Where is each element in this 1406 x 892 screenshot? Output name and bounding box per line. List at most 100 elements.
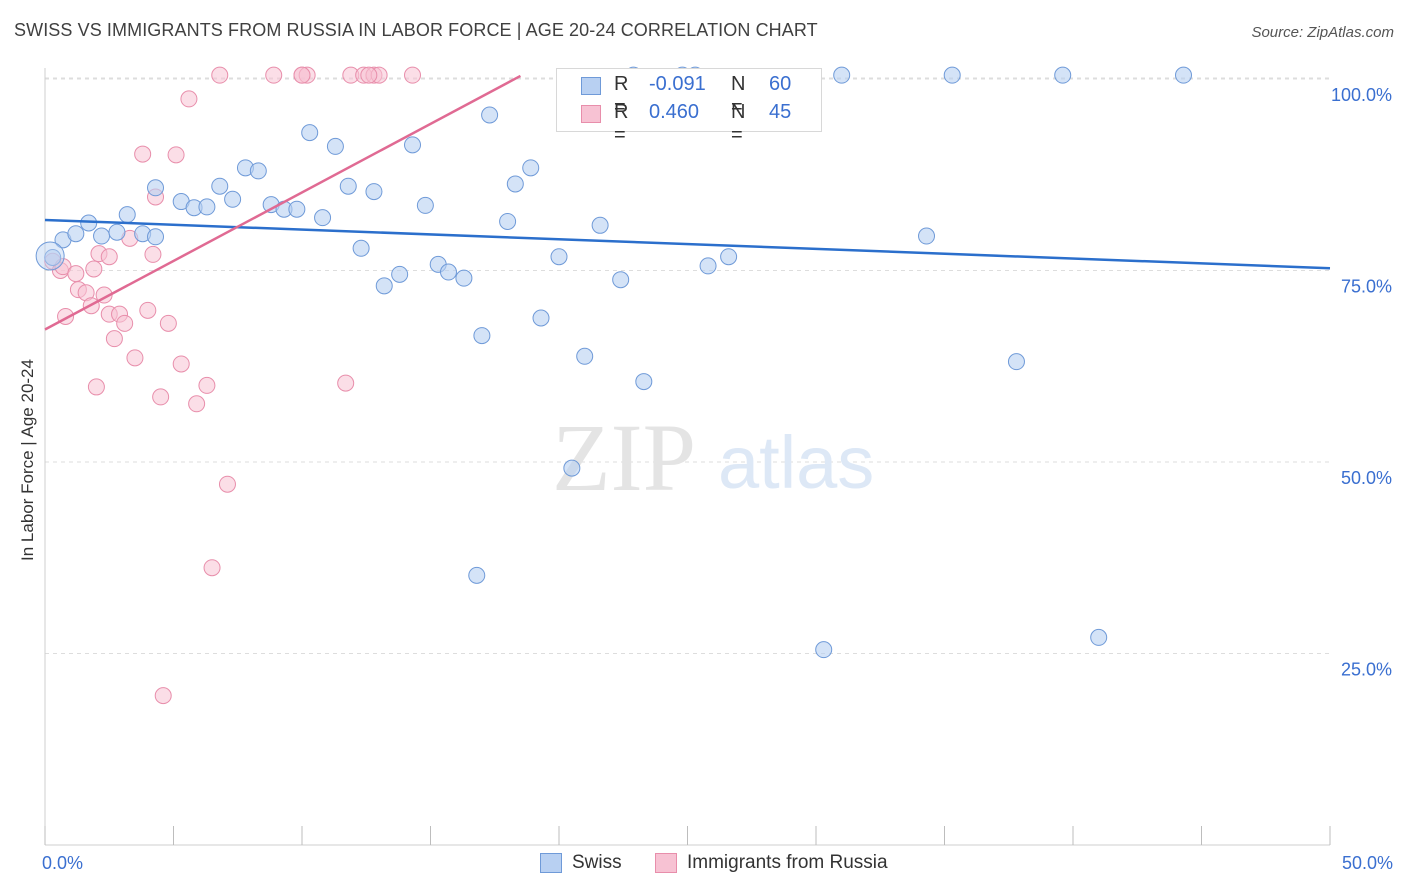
swiss-point (563, 459, 581, 477)
swiss-point (522, 159, 540, 177)
watermark: ZIP atlas (552, 404, 874, 511)
russia-point (265, 66, 283, 84)
trend-lines (44, 74, 1331, 331)
swiss-point (67, 225, 85, 243)
swiss-point (391, 265, 409, 283)
russia-point (188, 395, 206, 413)
watermark-atlas: atlas (718, 421, 874, 504)
swiss-point (314, 209, 332, 227)
russia-legend-label: Immigrants from Russia (687, 852, 888, 873)
russia-point (218, 475, 236, 493)
swiss-point (288, 200, 306, 218)
swiss-point (147, 179, 165, 197)
y-tick-label: 75.0% (1341, 277, 1392, 297)
russia-point (293, 66, 311, 84)
russia-point (67, 265, 85, 283)
axes (44, 68, 1331, 846)
swiss-legend-swatch (540, 853, 562, 873)
y-axis-label: In Labor Force | Age 20-24 (18, 359, 37, 561)
swiss-point (720, 248, 738, 266)
russia-point (172, 355, 190, 373)
tick-labels: 100.0% 75.0% 50.0% 25.0% 0.0% 50.0% (42, 85, 1393, 873)
swiss-point (352, 239, 370, 257)
russia-point (198, 376, 216, 394)
x-tick-label: 0.0% (42, 853, 83, 873)
swiss-point (1007, 353, 1025, 371)
swiss-point (44, 248, 62, 266)
swiss-point (468, 566, 486, 584)
russia-point (180, 90, 198, 108)
russia-point (152, 388, 170, 406)
swiss-point (918, 227, 936, 245)
swiss-point (1054, 66, 1072, 84)
swiss-point (439, 263, 457, 281)
swiss-point (455, 269, 473, 287)
swiss-point (506, 175, 524, 193)
russia-swatch (581, 105, 601, 123)
swiss-point (815, 641, 833, 659)
swiss-point (224, 190, 242, 208)
russia-point (144, 245, 162, 263)
source-credit: Source: ZipAtlas.com (1251, 24, 1394, 41)
russia-point (100, 248, 118, 266)
swiss-point (1175, 66, 1193, 84)
russia-point (139, 301, 157, 319)
russia-legend-swatch (655, 853, 677, 873)
r-value: -0.091 (649, 73, 706, 95)
n-label: N = (731, 73, 746, 118)
y-tick-label: 50.0% (1341, 468, 1392, 488)
r-value: 0.460 (649, 101, 700, 123)
chart-title: SWISS VS IMMIGRANTS FROM RUSSIA IN LABOR… (14, 20, 818, 40)
swiss-point (499, 212, 517, 230)
swiss-point (943, 66, 961, 84)
russia-point (337, 374, 355, 392)
russia-point (203, 559, 221, 577)
swiss-trend-line (44, 218, 1331, 270)
swiss-point (93, 227, 111, 245)
swiss-swatch (581, 77, 601, 95)
swiss-point (532, 309, 550, 327)
r-label: R = (614, 101, 629, 146)
russia-points (44, 66, 422, 705)
russia-trend-line (44, 74, 522, 331)
swiss-point (612, 271, 630, 289)
swiss-point (635, 373, 653, 391)
swiss-point (416, 196, 434, 214)
stats-legend: R = -0.091 N = 60 R = 0.460 N = 45 (556, 68, 822, 146)
russia-point (105, 330, 123, 348)
swiss-point (473, 327, 491, 345)
swiss-point (699, 257, 717, 275)
russia-point (134, 145, 152, 163)
swiss-point (550, 248, 568, 266)
watermark-zip: ZIP (552, 404, 696, 511)
russia-point (116, 314, 134, 332)
swiss-point (375, 277, 393, 295)
russia-point (404, 66, 422, 84)
swiss-point-large (35, 241, 65, 271)
swiss-point (301, 124, 319, 142)
russia-point (126, 349, 144, 367)
n-label: N = (731, 101, 746, 146)
y-tick-label: 100.0% (1331, 85, 1392, 105)
r-label: R = (614, 73, 629, 118)
swiss-point (339, 177, 357, 195)
swiss-point (147, 228, 165, 246)
russia-point (211, 66, 229, 84)
swiss-point (1090, 628, 1108, 646)
swiss-point (118, 206, 136, 224)
swiss-point (404, 136, 422, 154)
n-value: 45 (769, 101, 792, 123)
swiss-point (591, 216, 609, 234)
swiss-point (576, 347, 594, 365)
russia-point (85, 260, 103, 278)
swiss-point (326, 137, 344, 155)
russia-point (154, 687, 172, 705)
russia-point (167, 146, 185, 164)
x-tick-label: 50.0% (1342, 853, 1393, 873)
swiss-point (108, 223, 126, 241)
swiss-point (211, 177, 229, 195)
russia-point (159, 314, 177, 332)
swiss-point (198, 198, 216, 216)
swiss-point (481, 106, 499, 124)
swiss-point (833, 66, 851, 84)
